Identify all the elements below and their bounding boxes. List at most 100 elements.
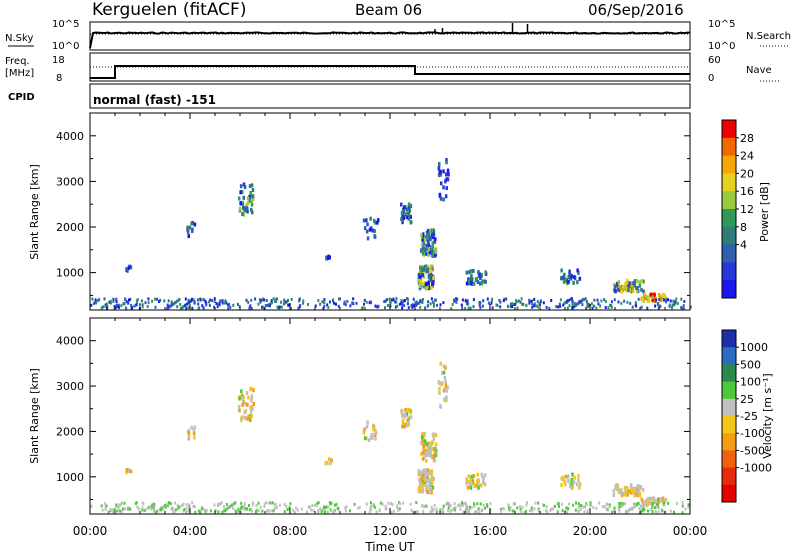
echo-cell bbox=[434, 453, 438, 458]
echo-cell bbox=[190, 299, 193, 303]
echo-cell bbox=[117, 303, 120, 307]
echo-cell bbox=[422, 274, 426, 279]
echo-cell bbox=[403, 299, 406, 302]
echo-cell bbox=[400, 409, 404, 414]
echo-cell bbox=[661, 292, 665, 297]
echo-cell bbox=[668, 303, 671, 307]
echo-cell bbox=[445, 502, 448, 506]
echo-cell bbox=[272, 297, 275, 301]
echo-cell bbox=[502, 507, 505, 511]
echo-cell bbox=[263, 504, 266, 508]
echo-cell bbox=[370, 432, 374, 437]
echo-cell bbox=[193, 222, 197, 227]
echo-cell bbox=[632, 281, 635, 286]
echo-cell bbox=[673, 510, 675, 514]
echo-cell bbox=[621, 503, 624, 507]
echo-cell bbox=[531, 509, 534, 513]
echo-cell bbox=[455, 300, 458, 304]
echo-cell bbox=[442, 504, 445, 508]
echo-cell bbox=[430, 473, 434, 478]
echo-cell bbox=[576, 280, 579, 285]
echo-cell bbox=[574, 508, 577, 512]
echo-cell bbox=[501, 507, 504, 510]
echo-cell bbox=[478, 510, 481, 514]
echo-cell bbox=[466, 299, 469, 303]
echo-cell bbox=[401, 424, 404, 429]
echo-cell bbox=[170, 302, 173, 306]
colorbar-tick-label: 12 bbox=[740, 203, 754, 216]
echo-cell bbox=[484, 506, 487, 510]
echo-cell bbox=[537, 305, 539, 309]
echo-cell bbox=[280, 300, 283, 304]
echo-cell bbox=[283, 510, 286, 514]
echo-cell bbox=[425, 483, 428, 488]
echo-cell bbox=[250, 199, 253, 204]
echo-cell bbox=[424, 235, 427, 240]
echo-cell bbox=[112, 299, 115, 303]
echo-cell bbox=[608, 503, 611, 507]
echo-cell bbox=[385, 299, 388, 303]
echo-cell bbox=[579, 508, 582, 511]
echo-cell bbox=[533, 298, 536, 301]
echo-cell bbox=[426, 490, 429, 494]
echo-cell bbox=[241, 396, 244, 401]
echo-cell bbox=[197, 307, 200, 311]
echo-cell bbox=[188, 503, 191, 507]
echo-cell bbox=[158, 300, 160, 303]
echo-cell bbox=[248, 184, 252, 189]
echo-cell bbox=[465, 481, 468, 485]
echo-cell bbox=[389, 300, 392, 304]
echo-cell bbox=[653, 499, 656, 504]
echo-cell bbox=[101, 508, 104, 512]
echo-cell bbox=[664, 497, 668, 502]
echo-cell bbox=[429, 302, 432, 306]
echo-cell bbox=[509, 506, 512, 510]
echo-cell bbox=[614, 486, 617, 491]
y-tick-label: 4000 bbox=[56, 335, 84, 348]
echo-cell bbox=[433, 302, 436, 306]
echo-cell bbox=[422, 468, 426, 473]
echo-cell bbox=[573, 475, 576, 480]
echo-cell bbox=[133, 304, 136, 308]
echo-cell bbox=[246, 209, 249, 214]
echo-cell bbox=[166, 502, 169, 506]
echo-cell bbox=[430, 441, 434, 446]
echo-cell bbox=[298, 299, 301, 303]
echo-cell bbox=[446, 385, 449, 390]
echo-cell bbox=[384, 504, 387, 508]
echo-cell bbox=[482, 503, 485, 507]
echo-cell bbox=[217, 502, 220, 506]
echo-cell bbox=[410, 304, 413, 308]
echo-cell bbox=[372, 504, 375, 508]
echo-cell bbox=[343, 300, 346, 304]
echo-cell bbox=[175, 507, 178, 511]
echo-cell bbox=[379, 501, 382, 505]
echo-cell bbox=[476, 510, 478, 514]
echo-cell bbox=[420, 477, 424, 482]
echo-cell bbox=[218, 303, 221, 307]
echo-cell bbox=[431, 245, 434, 249]
echo-cell bbox=[269, 501, 272, 505]
echo-cell bbox=[563, 272, 566, 277]
echo-cell bbox=[219, 502, 222, 506]
echo-cell bbox=[609, 303, 611, 307]
echo-cell bbox=[573, 275, 576, 280]
echo-cell bbox=[431, 241, 434, 246]
echo-cell bbox=[314, 304, 317, 308]
nsky-panel bbox=[89, 21, 691, 51]
echo-cell bbox=[564, 300, 567, 304]
echo-cell bbox=[535, 304, 538, 308]
power-ylabel: Slant Range [km] bbox=[28, 164, 41, 260]
echo-cell bbox=[317, 299, 320, 302]
echo-cell bbox=[560, 483, 563, 488]
echo-cell bbox=[484, 279, 487, 284]
echo-cell bbox=[418, 284, 422, 289]
echo-cell bbox=[680, 297, 683, 301]
echo-cell bbox=[240, 389, 243, 394]
echo-cell bbox=[227, 303, 229, 307]
echo-cell bbox=[166, 303, 169, 307]
echo-cell bbox=[567, 502, 570, 506]
echo-cell bbox=[517, 299, 520, 303]
echo-cell bbox=[131, 306, 133, 310]
